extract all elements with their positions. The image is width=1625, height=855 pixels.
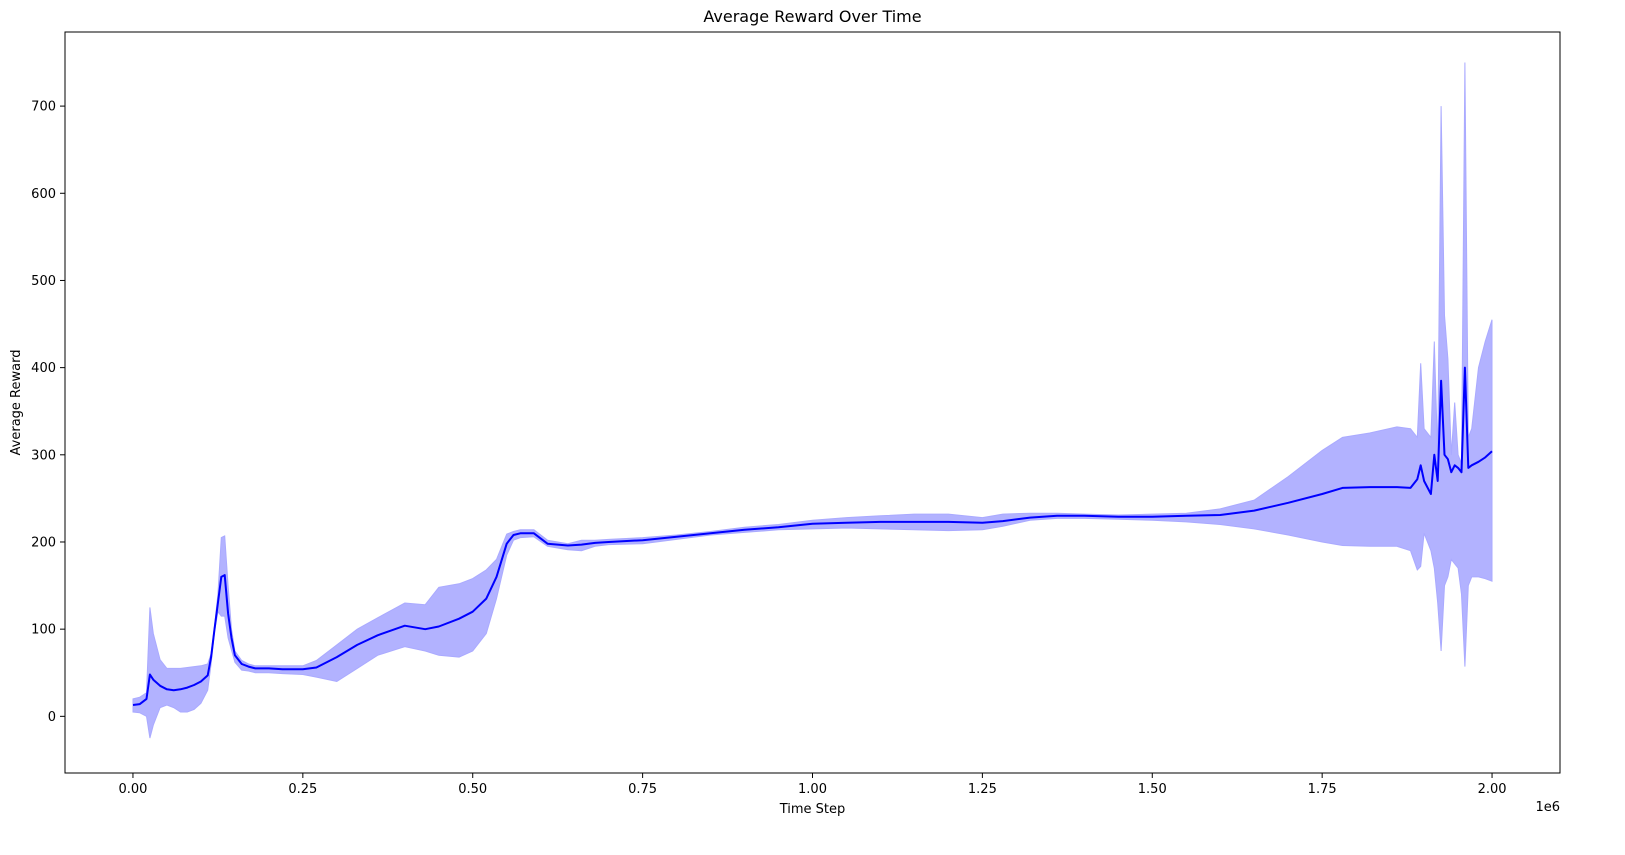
x-tick-label: 1.75	[1308, 782, 1337, 797]
x-axis-offset-label: 1e6	[1535, 800, 1560, 815]
plot-frame	[64, 31, 1561, 774]
x-tick-label: 0.00	[118, 782, 147, 797]
x-axis-label: Time Step	[779, 802, 846, 817]
y-tick-label: 300	[31, 448, 56, 463]
x-axis: 0.00 0.25 0.50 0.75 1.00 1.25 1.50 1.75 2.00	[118, 773, 1507, 797]
y-axis-label: Average Reward	[9, 350, 24, 456]
y-tick-label: 400	[31, 361, 56, 376]
y-axis: 0 100 200 300 400 500 600 700	[31, 100, 65, 725]
y-tick-label: 100	[31, 623, 56, 638]
x-tick-label: 1.50	[1138, 782, 1167, 797]
chart-title: Average Reward Over Time	[703, 7, 921, 26]
x-tick-label: 0.50	[458, 782, 487, 797]
y-tick-label: 200	[31, 535, 56, 550]
y-tick-label: 700	[31, 100, 56, 115]
y-tick-label: 600	[31, 187, 56, 202]
x-tick-label: 1.25	[968, 782, 997, 797]
x-tick-label: 2.00	[1478, 782, 1507, 797]
mean-line-0	[132, 366, 1493, 706]
confidence-band-0	[132, 62, 1493, 739]
plot-area	[132, 62, 1493, 739]
y-tick-label: 0	[48, 710, 56, 725]
x-tick-label: 1.00	[798, 782, 827, 797]
x-tick-label: 0.25	[288, 782, 317, 797]
y-tick-label: 500	[31, 274, 56, 289]
x-tick-label: 0.75	[628, 782, 657, 797]
